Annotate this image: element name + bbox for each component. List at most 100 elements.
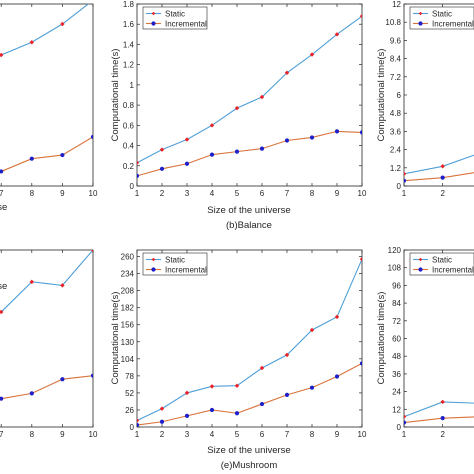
legend-marker [151, 21, 156, 26]
incremental-point [159, 419, 165, 424]
x-tick-label: 2 [440, 189, 445, 198]
x-tick-label: 9 [335, 430, 340, 439]
x-tick-label: 1 [402, 189, 407, 198]
y-tick-label: 1.8 [123, 0, 135, 9]
x-tick-label: 8 [30, 189, 35, 198]
x-tick-label: 8 [30, 430, 35, 439]
static-point [334, 314, 340, 320]
x-tick-label: 7 [285, 189, 290, 198]
y-tick-label: 208 [121, 287, 135, 296]
y-tick-label: 52 [125, 389, 134, 398]
incremental-point [440, 416, 445, 421]
y-tick-label: 78 [125, 372, 134, 381]
static-point [137, 418, 140, 423]
legend-marker [418, 21, 423, 26]
legend-entry: Static [165, 256, 185, 265]
y-tick-label: 1.6 [123, 20, 135, 29]
static-point [259, 365, 265, 371]
y-tick-label: 0.2 [123, 162, 135, 171]
incremental-point [137, 422, 140, 427]
y-tick-label: 84 [392, 299, 401, 308]
series-group [137, 13, 362, 178]
y-tick-label: 0 [397, 182, 402, 191]
y-tick-label: 36 [392, 370, 401, 379]
static-point [334, 32, 340, 37]
static-point [359, 13, 362, 19]
incremental-point [259, 146, 265, 151]
chart-caption: (e)Mushroom [221, 460, 278, 471]
y-tick-label: 60 [392, 335, 401, 344]
chart-right-bottom: 12301224364860728496108120StaticIncremen… [376, 246, 474, 439]
x-tick-label: 10 [89, 189, 98, 198]
incremental-point [90, 134, 93, 139]
static-point [309, 52, 315, 57]
incremental-point [359, 130, 362, 135]
plot-frame [403, 249, 474, 428]
x-axis-label: Size of the universe [207, 205, 290, 216]
x-tick-label: 7 [285, 430, 290, 439]
static-point [91, 0, 95, 2]
incremental-point [60, 377, 65, 382]
incremental-point [334, 129, 340, 134]
static-point [404, 414, 407, 419]
series-line-static [404, 401, 474, 418]
y-tick-label: 9.6 [390, 36, 402, 45]
static-point [259, 94, 265, 100]
legend-entry: Static [432, 10, 452, 19]
incremental-point [184, 413, 190, 418]
static-point [440, 164, 445, 169]
x-tick-label: 10 [89, 430, 98, 439]
chart-balance: 1 2 3 4 5 6 7 8 9 10 0 0.2 0.4 0.6 0.8 1 1.2 1.4 1.6 1.8 Sta… [110, 0, 367, 231]
y-tick-label: 108 [388, 264, 402, 273]
y-tick-label: 6 [397, 91, 402, 100]
static-point [60, 283, 65, 288]
x-tick-label: 6 [260, 189, 265, 198]
incremental-point [404, 178, 407, 183]
y-tick-label: 12 [392, 0, 401, 9]
chart-left-bottom: 7 8 9 10 erse [0, 249, 98, 439]
incremental-point [284, 392, 290, 397]
series-line-static [0, 250, 93, 313]
static-point [60, 21, 65, 27]
y-tick-label: 1.2 [390, 164, 402, 173]
static-point [137, 160, 140, 165]
x-tick-label: 2 [440, 430, 445, 439]
static-point [90, 250, 93, 253]
static-point [209, 123, 215, 128]
series-group [404, 154, 474, 183]
static-point [309, 327, 315, 333]
x-axis-label: erse [0, 202, 7, 213]
incremental-point [334, 374, 340, 379]
incremental-point [359, 361, 362, 366]
series-line-incremental [137, 130, 362, 177]
series-line-incremental [137, 362, 362, 426]
y-tick-label: 1.4 [123, 40, 135, 49]
x-tick-label: 8 [310, 430, 315, 439]
incremental-point [259, 401, 265, 407]
incremental-point [137, 173, 140, 178]
x-tick-label: 1 [402, 430, 407, 439]
static-point [159, 147, 165, 152]
y-axis-label: Computational time(s) [110, 49, 121, 142]
series-line-static [404, 154, 474, 175]
static-point [234, 383, 240, 388]
x-tick-label: 5 [235, 189, 240, 198]
static-point [29, 279, 35, 285]
x-tick-label: 9 [60, 189, 65, 198]
x-tick-label: 6 [260, 430, 265, 439]
chart-caption: (b)Balance [226, 220, 272, 231]
x-tick-label: 5 [235, 430, 240, 439]
y-tick-label: 156 [121, 321, 135, 330]
legend-marker [151, 267, 156, 272]
static-point [359, 256, 362, 262]
legend-marker [151, 11, 156, 16]
incremental-point [284, 138, 290, 143]
series-line-static [137, 258, 362, 421]
incremental-point [0, 169, 4, 174]
static-point [184, 137, 190, 142]
incremental-point [29, 156, 34, 161]
incremental-point [234, 411, 240, 416]
